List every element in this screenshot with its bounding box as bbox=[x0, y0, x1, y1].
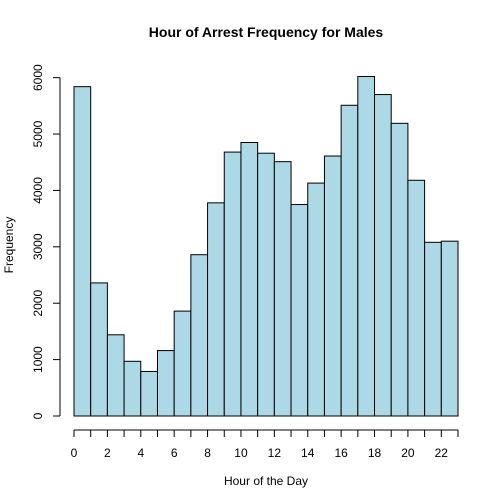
histogram-bar bbox=[223, 151, 242, 417]
histogram-bar bbox=[390, 122, 409, 417]
chart-title: Hour of Arrest Frequency for Males bbox=[149, 24, 384, 40]
y-tick-label: 2000 bbox=[31, 290, 45, 317]
histogram-bar bbox=[123, 360, 142, 417]
histogram-bar bbox=[140, 370, 158, 417]
x-axis-label: Hour of the Day bbox=[224, 474, 308, 488]
histogram-bar bbox=[173, 310, 192, 417]
x-tick-label: 2 bbox=[104, 446, 111, 460]
y-axis-label: Frequency bbox=[2, 217, 16, 274]
histogram-bar bbox=[106, 334, 125, 417]
histogram-bar bbox=[290, 204, 309, 417]
histogram-bar bbox=[407, 179, 426, 417]
y-tick-label: 1000 bbox=[31, 346, 45, 373]
histogram-bar bbox=[207, 202, 225, 417]
histogram-bar bbox=[374, 94, 392, 417]
x-tick-label: 8 bbox=[204, 446, 211, 460]
y-tick-label: 4000 bbox=[31, 177, 45, 204]
histogram-bar bbox=[190, 254, 209, 417]
histogram-bar bbox=[307, 182, 325, 417]
histogram-bar bbox=[90, 282, 108, 417]
histogram-bar bbox=[240, 141, 259, 417]
x-tick-label: 12 bbox=[268, 446, 282, 460]
x-tick-label: 0 bbox=[71, 446, 78, 460]
histogram-bar bbox=[257, 152, 275, 417]
histogram-bar bbox=[73, 86, 92, 417]
x-tick-label: 10 bbox=[234, 446, 248, 460]
x-tick-label: 6 bbox=[171, 446, 178, 460]
x-tick-label: 14 bbox=[301, 446, 315, 460]
x-tick-label: 18 bbox=[368, 446, 382, 460]
y-tick-label: 5000 bbox=[31, 120, 45, 147]
histogram-bar bbox=[323, 155, 342, 417]
x-tick-label: 22 bbox=[435, 446, 449, 460]
x-tick-label: 4 bbox=[137, 446, 144, 460]
x-axis: 0 2 4 6 8 10 12 14 16 18 20 22 bbox=[71, 429, 459, 460]
bars-group bbox=[73, 76, 459, 417]
histogram-bar bbox=[156, 350, 175, 417]
y-tick-label: 3000 bbox=[31, 233, 45, 260]
y-axis: 0 1000 2000 3000 4000 5000 6000 bbox=[31, 64, 61, 419]
histogram-bar bbox=[273, 161, 292, 417]
histogram-bar bbox=[424, 241, 442, 417]
x-tick-label: 16 bbox=[334, 446, 348, 460]
histogram-bar bbox=[357, 76, 376, 417]
x-tick-label: 20 bbox=[401, 446, 415, 460]
histogram-bar bbox=[440, 240, 459, 417]
histogram-bar bbox=[340, 104, 359, 417]
y-tick-label: 6000 bbox=[31, 64, 45, 91]
y-tick-label: 0 bbox=[31, 412, 45, 419]
